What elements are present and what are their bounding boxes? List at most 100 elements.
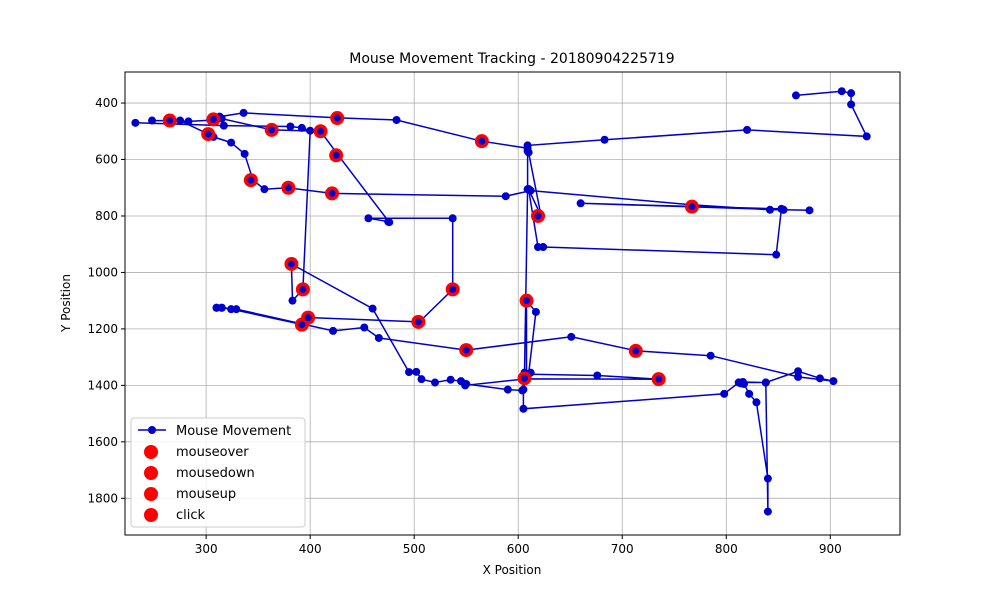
- movement-point: [227, 305, 236, 314]
- movement-point: [829, 377, 838, 386]
- event-center-point: [478, 137, 486, 145]
- plot-frame: [124, 71, 901, 536]
- movement-point: [745, 389, 754, 398]
- legend-marker-click: [144, 508, 158, 522]
- event-center-point: [268, 126, 276, 134]
- event-center-point: [688, 203, 696, 211]
- grid: [125, 72, 900, 535]
- movement-point: [837, 87, 846, 96]
- event-center-point: [523, 297, 531, 305]
- y-tick-label: 1600: [87, 435, 118, 449]
- movement-point: [239, 108, 248, 117]
- movement-point: [794, 367, 803, 376]
- x-tick-label: 900: [819, 542, 842, 556]
- event-markers: [162, 111, 699, 387]
- movement-point: [847, 89, 856, 98]
- x-axis-label: X Position: [483, 563, 542, 577]
- movement-point: [576, 199, 585, 208]
- legend-marker-mouse-movement: [148, 426, 156, 434]
- movement-point: [446, 375, 455, 384]
- movement-point: [805, 206, 814, 215]
- movement-point: [297, 123, 306, 132]
- legend-label-click: click: [176, 508, 206, 523]
- movement-point: [385, 218, 394, 227]
- legend-label-mouse-movement: Mouse Movement: [176, 424, 291, 439]
- movement-point: [501, 192, 510, 201]
- movement-point: [519, 404, 528, 413]
- movement-point: [862, 132, 871, 141]
- legend-marker-mousedown: [144, 466, 158, 480]
- movement-path: [152, 117, 810, 326]
- x-tick-label: 400: [299, 542, 322, 556]
- event-center-point: [247, 176, 255, 184]
- y-tick-label: 1200: [87, 322, 118, 336]
- event-center-point: [166, 117, 174, 125]
- event-center-point: [414, 318, 422, 326]
- movement-point: [720, 389, 729, 398]
- movement-point: [448, 214, 457, 223]
- x-tick-label: 700: [611, 542, 634, 556]
- movement-path: [212, 112, 542, 217]
- movement-point: [227, 138, 236, 147]
- movement-point: [184, 117, 193, 126]
- event-center-point: [298, 321, 306, 329]
- y-tick-label: 800: [95, 209, 118, 223]
- x-tick-label: 500: [403, 542, 426, 556]
- movement-point: [329, 326, 338, 335]
- movement-point: [176, 116, 185, 125]
- legend: Mouse Movement mouseover mousedown mouse…: [130, 417, 306, 528]
- event-center-point: [204, 130, 212, 138]
- chart-title: Mouse Movement Tracking - 20180904225719: [349, 51, 674, 67]
- x-tick-label: 800: [715, 542, 738, 556]
- movement-point: [417, 375, 426, 384]
- legend-marker-mouseover: [144, 445, 158, 459]
- movement-point: [364, 214, 373, 223]
- event-center-point: [209, 115, 217, 123]
- movement-point: [217, 303, 226, 312]
- event-center-point: [333, 114, 341, 122]
- event-center-point: [534, 212, 542, 220]
- event-center-point: [317, 127, 325, 135]
- movement-point: [518, 386, 527, 395]
- event-center-point: [332, 151, 340, 159]
- y-tick-label: 400: [95, 96, 118, 110]
- x-tick-label: 600: [507, 542, 530, 556]
- x-axis-ticks: 300 400 500 600 700 800 900: [195, 535, 842, 556]
- event-center-point: [520, 374, 528, 382]
- movement-point: [412, 367, 421, 376]
- movement-point: [404, 368, 413, 377]
- movement-point: [772, 250, 781, 259]
- movement-point: [219, 121, 228, 130]
- y-tick-label: 600: [95, 153, 118, 167]
- legend-label-mouseup: mouseup: [176, 487, 236, 502]
- movement-point: [306, 126, 315, 135]
- movement-point: [524, 185, 533, 194]
- movement-point: [148, 116, 157, 125]
- y-tick-label: 1800: [87, 491, 118, 505]
- movement-point: [260, 185, 269, 194]
- event-center-point: [449, 285, 457, 293]
- movement-point: [706, 351, 715, 360]
- event-center-point: [632, 347, 640, 355]
- movement-point: [743, 125, 752, 134]
- movement-point: [374, 333, 383, 342]
- movement-point: [131, 118, 140, 127]
- movement-point: [593, 371, 602, 380]
- legend-label-mousedown: mousedown: [176, 466, 255, 481]
- legend-box: [130, 417, 306, 528]
- movement-point: [761, 378, 770, 387]
- movement-point: [288, 296, 297, 305]
- event-center-point: [328, 189, 336, 197]
- movement-point: [600, 135, 609, 144]
- movement-point: [360, 323, 369, 332]
- movement-point: [765, 205, 774, 214]
- movement-point: [531, 307, 540, 316]
- movement-point: [847, 100, 856, 109]
- legend-label-mouseover: mouseover: [176, 445, 249, 460]
- movement-point: [392, 115, 401, 124]
- movement-point: [777, 204, 786, 213]
- movement-point: [524, 148, 533, 157]
- movement-path: [216, 90, 868, 512]
- movement-path: [135, 122, 660, 392]
